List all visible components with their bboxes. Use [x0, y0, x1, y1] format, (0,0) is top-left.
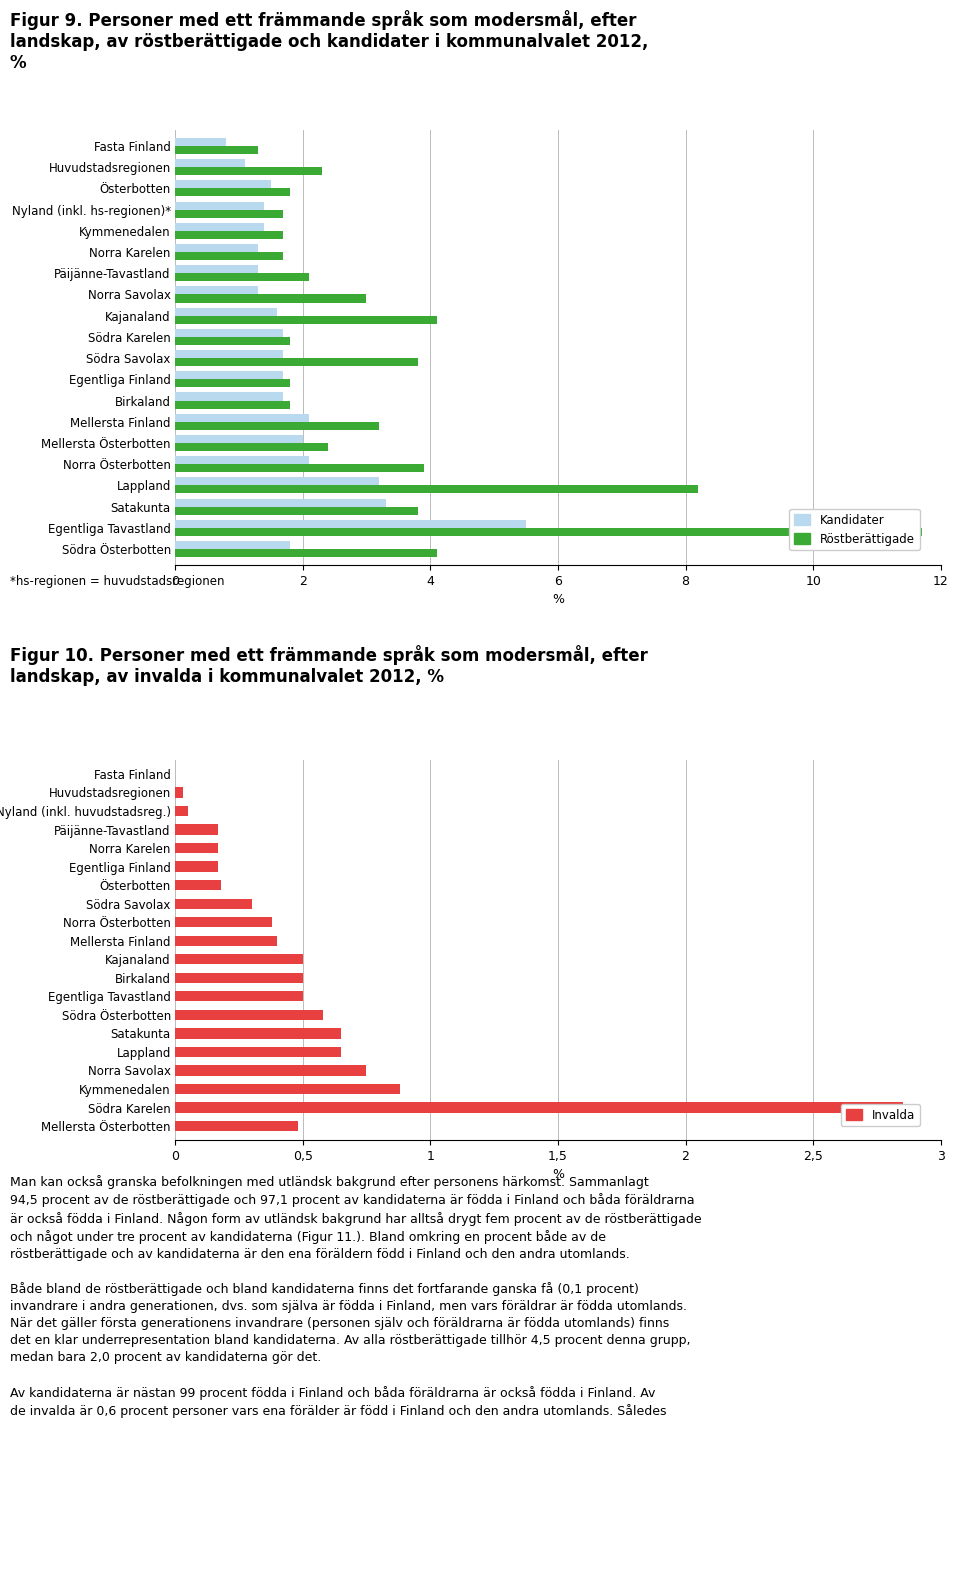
Bar	[175, 1028, 341, 1039]
Bar	[175, 231, 283, 239]
Bar	[175, 935, 277, 946]
Bar	[175, 294, 367, 302]
Bar	[175, 413, 309, 421]
Bar	[175, 843, 218, 854]
X-axis label: %: %	[552, 593, 564, 607]
Bar	[175, 421, 379, 429]
Bar	[175, 316, 437, 324]
Bar	[175, 223, 264, 231]
Legend: Invalda: Invalda	[841, 1104, 920, 1127]
Bar	[175, 824, 218, 835]
Bar	[175, 1121, 298, 1132]
Bar	[175, 393, 283, 401]
Bar	[175, 244, 258, 252]
Bar	[175, 379, 290, 387]
Bar	[175, 138, 226, 146]
Bar	[175, 520, 526, 528]
Bar	[175, 916, 272, 927]
Bar	[175, 401, 290, 409]
Bar	[175, 201, 264, 209]
Bar	[175, 788, 182, 797]
Bar	[175, 456, 309, 464]
Bar	[175, 954, 302, 964]
Bar	[175, 274, 309, 281]
Bar	[175, 486, 698, 494]
Bar	[175, 1009, 324, 1020]
Bar	[175, 1066, 367, 1075]
Text: Figur 10. Personer med ett främmande språk som modersmål, efter
landskap, av inv: Figur 10. Personer med ett främmande spr…	[10, 645, 647, 685]
Bar	[175, 351, 283, 358]
Bar	[175, 528, 922, 536]
Bar	[175, 286, 258, 294]
Bar	[175, 266, 258, 274]
Bar	[175, 1102, 902, 1113]
Bar	[175, 506, 418, 514]
Legend: Kandidater, Röstberättigade: Kandidater, Röstberättigade	[789, 509, 920, 550]
Bar	[175, 371, 283, 379]
Bar	[175, 252, 283, 259]
Bar	[175, 992, 302, 1001]
Bar	[175, 478, 379, 486]
Bar	[175, 806, 188, 816]
Bar	[175, 1085, 399, 1094]
Bar	[175, 336, 290, 344]
X-axis label: %: %	[552, 1168, 564, 1181]
Bar	[175, 167, 322, 174]
Bar	[175, 189, 290, 196]
Bar	[175, 209, 283, 217]
Bar	[175, 443, 328, 451]
Bar	[175, 541, 290, 549]
Bar	[175, 308, 277, 316]
Bar	[175, 973, 302, 982]
Bar	[175, 549, 437, 556]
Bar	[175, 358, 418, 366]
Text: Figur 9. Personer med ett främmande språk som modersmål, efter
landskap, av röst: Figur 9. Personer med ett främmande språ…	[10, 9, 648, 72]
Bar	[175, 861, 218, 872]
Text: Man kan också granska befolkningen med utländsk bakgrund efter personens härkoms: Man kan också granska befolkningen med u…	[10, 1174, 701, 1418]
Bar	[175, 498, 386, 506]
Bar	[175, 181, 271, 189]
Bar	[175, 880, 221, 890]
Bar	[175, 464, 424, 472]
Bar	[175, 329, 283, 336]
Bar	[175, 146, 258, 154]
Bar	[175, 1047, 341, 1056]
Bar	[175, 159, 245, 167]
Bar	[175, 435, 302, 443]
Text: *hs-regionen = huvudstadsregionen: *hs-regionen = huvudstadsregionen	[10, 575, 224, 588]
Bar	[175, 899, 252, 909]
